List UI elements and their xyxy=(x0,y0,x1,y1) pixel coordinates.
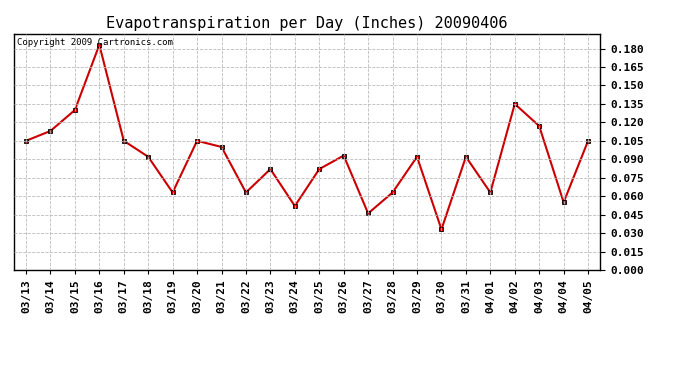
Title: Evapotranspiration per Day (Inches) 20090406: Evapotranspiration per Day (Inches) 2009… xyxy=(106,16,508,31)
Text: Copyright 2009 Cartronics.com: Copyright 2009 Cartronics.com xyxy=(17,39,172,48)
